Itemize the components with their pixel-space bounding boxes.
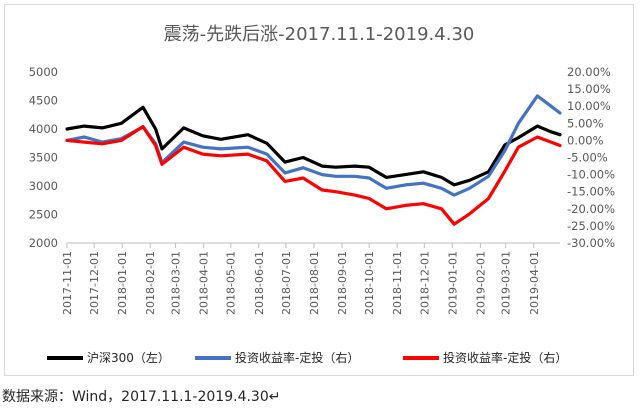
y-right-tick-label: -20.00%: [567, 202, 615, 216]
axes: 5000 4500 4000 3500 3000 2500 2000 20.00% 15.00%…: [29, 65, 615, 315]
y-right-tick-label: -30.00%: [567, 236, 615, 250]
x-tick-label: 2018-02-01: [144, 251, 157, 315]
line-chart: 震荡-先跌后涨-2017.11.1-2019.4.30 5000 4500 4000…: [29, 24, 615, 365]
y-right-tick-label: 0.00%: [567, 133, 604, 147]
y-left-tick-label: 2500: [29, 208, 58, 222]
x-tick-label: 2018-09-01: [336, 251, 349, 315]
chart-title: 震荡-先跌后涨-2017.11.1-2019.4.30: [164, 24, 475, 45]
x-tick-label: 2019-02-01: [474, 251, 487, 315]
x-tick-label: 2019-03-01: [500, 251, 513, 315]
x-tick-label: 2017-11-01: [61, 251, 74, 315]
x-tick-label: 2018-05-01: [225, 251, 238, 315]
y-left-tick-label: 2000: [29, 236, 58, 250]
y-right-tick-label: 15.00%: [567, 82, 611, 96]
y-right-tick-label: -5.00%: [567, 151, 608, 165]
y-right-tick-label: -15.00%: [567, 185, 615, 199]
x-tick-label: 2018-07-01: [280, 251, 293, 315]
y-left-tick-label: 3500: [29, 151, 58, 165]
series-lines: [65, 94, 562, 226]
x-tick-label: 2019-04-01: [528, 251, 541, 315]
series-hs300-line: [65, 105, 562, 187]
y-right-tick-label: -10.00%: [567, 168, 615, 182]
y-left-tick-label: 3000: [29, 179, 58, 193]
x-tick-label: 2018-01-01: [116, 251, 129, 315]
x-tick-label: 2017-12-01: [88, 251, 101, 315]
x-tick-label: 2018-12-01: [418, 251, 431, 315]
legend-label: 沪深300（左）: [87, 350, 170, 365]
series-red-line: [65, 125, 562, 226]
legend-label: 投资收益率-定投（右）: [235, 350, 359, 365]
x-tick-label: 2018-03-01: [170, 251, 183, 315]
y-right-tick-label: 10.00%: [567, 99, 611, 113]
chart-frame: 震荡-先跌后涨-2017.11.1-2019.4.30 5000 4500 4000…: [4, 4, 634, 376]
legend: 沪深300（左） 投资收益率-定投（右） 投资收益率-定投（右）: [47, 350, 567, 365]
source-note: 数据来源：Wind，2017.11.1-2019.4.30↵: [2, 389, 281, 405]
y-left-tick-label: 5000: [29, 65, 58, 79]
x-tick-label: 2018-08-01: [308, 251, 321, 315]
x-tick-label: 2018-04-01: [198, 251, 211, 315]
x-tick-label: 2018-10-01: [363, 251, 376, 315]
y-left-tick-label: 4000: [29, 122, 58, 136]
x-tick-label: 2018-11-01: [391, 251, 404, 315]
x-tick-label: 2019-01-01: [446, 251, 459, 315]
x-tick-label: 2018-06-01: [253, 251, 266, 315]
legend-label: 投资收益率-定投（右）: [443, 350, 567, 365]
y-left-tick-label: 4500: [29, 94, 58, 108]
y-right-tick-label: 5.00%: [567, 116, 604, 130]
y-right-tick-label: -25.00%: [567, 219, 615, 233]
y-right-tick-label: 20.00%: [567, 65, 611, 79]
